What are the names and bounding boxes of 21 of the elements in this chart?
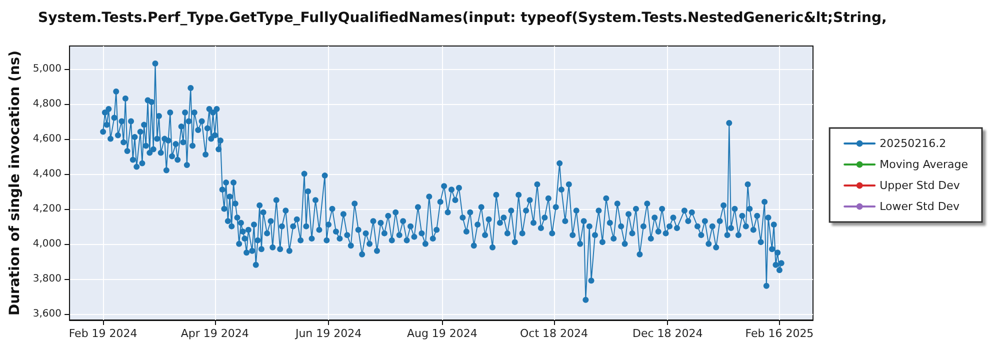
x-tick-label: Feb 19 2024 xyxy=(68,327,138,340)
y-tick-label: 4,400 xyxy=(32,168,62,180)
x-tick-label: Oct 18 2024 xyxy=(520,327,588,340)
x-tick-label: Feb 16 2025 xyxy=(745,327,814,340)
x-tick-label: Aug 19 2024 xyxy=(406,327,478,340)
legend-label: Lower Std Dev xyxy=(880,200,960,213)
legend-label: Upper Std Dev xyxy=(880,179,960,192)
chart-title: System.Tests.Perf_Type.GetType_FullyQualifiedNames(input: typeof(System.Tests.NestedGeneric&lt;String, xyxy=(38,10,887,26)
legend-label: Moving Average xyxy=(880,158,968,171)
legend-label: 20250216.2 xyxy=(880,137,946,150)
x-tick-label: Dec 18 2024 xyxy=(632,327,703,340)
y-tick-label: 4,800 xyxy=(32,98,62,110)
y-tick-label: 3,600 xyxy=(32,308,62,320)
y-tick-label: 3,800 xyxy=(32,273,62,284)
y-tick-label: 5,000 xyxy=(32,63,62,74)
x-tick-label: Jun 19 2024 xyxy=(294,327,362,340)
x-tick-label: Apr 19 2024 xyxy=(180,327,249,340)
y-tick-label: 4,200 xyxy=(32,203,62,214)
y-tick-label: 4,000 xyxy=(32,238,62,250)
y-tick-label: 4,600 xyxy=(32,133,62,144)
y-axis-title: Duration of single invocation (ns) xyxy=(7,50,23,316)
